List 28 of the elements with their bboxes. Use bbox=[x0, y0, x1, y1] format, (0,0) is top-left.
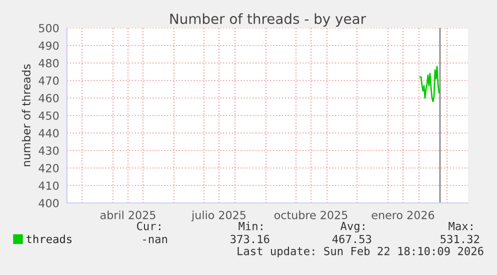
text: 373.16 bbox=[230, 234, 270, 244]
text: Avg: bbox=[340, 222, 364, 232]
y-tick-label: 480 bbox=[38, 58, 59, 68]
text: 467.53 bbox=[332, 234, 372, 244]
text: 531.32 bbox=[440, 234, 480, 244]
x-tick-label: julio 2025 bbox=[191, 210, 246, 222]
y-tick-label: 500 bbox=[39, 24, 59, 32]
y-tick-label: 430 bbox=[38, 146, 59, 155]
y-tick-label: 450 bbox=[38, 111, 59, 120]
y-tick-label: 420 bbox=[38, 164, 59, 172]
x-tick-label: abril 2025 bbox=[100, 210, 156, 220]
text: Max: bbox=[448, 222, 472, 230]
x-tick-label: octubre 2025 bbox=[274, 210, 348, 220]
y-tick-label: 440 bbox=[38, 128, 59, 138]
text: Last update: Sun Feb 22 18:10:09 2026 bbox=[238, 246, 484, 258]
y-tick-label: 400 bbox=[38, 198, 59, 208]
text: Min: bbox=[238, 222, 262, 230]
line-series bbox=[419, 66, 440, 102]
y-axis-title: number of threads bbox=[22, 64, 30, 166]
x-tick-label: enero 2026 bbox=[372, 210, 434, 220]
y-tick-label: 460 bbox=[38, 94, 59, 102]
y-tick-label: 410 bbox=[38, 181, 59, 190]
legend-label: threads bbox=[26, 234, 72, 244]
y-tick-label: 490 bbox=[38, 41, 59, 50]
text: -nan bbox=[143, 236, 167, 244]
y-tick-label: 470 bbox=[38, 76, 59, 85]
text: Cur: bbox=[136, 222, 160, 230]
chart-title: Number of threads - by year bbox=[170, 13, 366, 27]
